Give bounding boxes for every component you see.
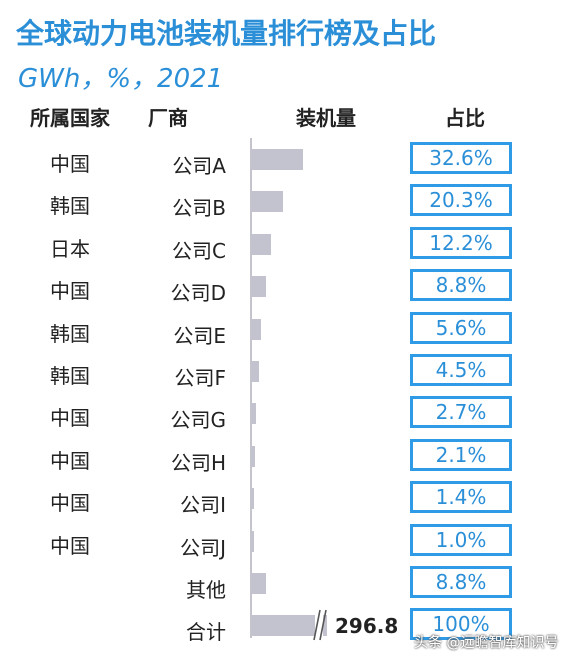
country-label: 中国 bbox=[50, 152, 90, 176]
share-value-box: 1.0% bbox=[410, 523, 512, 556]
share-value-box: 5.6% bbox=[410, 311, 512, 344]
country-label: 中国 bbox=[50, 448, 90, 473]
chart-subtitle: GWh，%，2021 bbox=[18, 64, 224, 94]
volume-bar bbox=[252, 403, 257, 425]
volume-bar bbox=[252, 530, 254, 552]
volume-bar bbox=[252, 445, 256, 467]
share-value-box: 2.7% bbox=[410, 396, 512, 429]
total-bar bbox=[252, 615, 327, 637]
maker-label: 公司A bbox=[172, 154, 226, 178]
maker-label: 公司D bbox=[170, 281, 226, 306]
share-value-box: 20.3% bbox=[410, 184, 512, 217]
volume-bar bbox=[252, 573, 266, 594]
header-maker: 厂商 bbox=[148, 106, 188, 130]
country-label: 韩国 bbox=[50, 321, 90, 346]
maker-label: 公司B bbox=[172, 196, 226, 221]
axis-break-icon bbox=[313, 608, 327, 643]
watermark: 头条 @远瞻智库知识号 bbox=[414, 635, 559, 651]
header-volume: 装机量 bbox=[296, 106, 356, 130]
header-country: 所属国家 bbox=[30, 106, 110, 130]
share-value-box: 8.8% bbox=[410, 269, 512, 302]
volume-bar bbox=[252, 488, 255, 510]
maker-label: 合计 bbox=[186, 620, 226, 645]
maker-label: 公司G bbox=[170, 408, 227, 433]
maker-label: 公司E bbox=[173, 323, 226, 348]
country-label: 中国 bbox=[50, 406, 90, 431]
share-value-box: 1.4% bbox=[410, 481, 512, 514]
maker-label: 公司C bbox=[172, 238, 226, 263]
header-share: 占比 bbox=[445, 106, 485, 130]
country-label: 中国 bbox=[50, 491, 90, 516]
maker-label: 公司F bbox=[174, 366, 226, 390]
share-value-box: 100% bbox=[410, 608, 512, 641]
volume-bar bbox=[252, 318, 261, 340]
bar-axis-line bbox=[250, 138, 252, 638]
share-value-box: 32.6% bbox=[410, 142, 512, 174]
volume-bar bbox=[252, 361, 259, 382]
maker-label: 其他 bbox=[186, 578, 226, 602]
chart-title: 全球动力电池装机量排行榜及占比 bbox=[16, 17, 437, 50]
country-label: 韩国 bbox=[50, 364, 90, 388]
volume-bar bbox=[252, 191, 284, 213]
share-value-box: 2.1% bbox=[410, 438, 512, 471]
volume-bar bbox=[252, 233, 271, 255]
maker-label: 公司I bbox=[180, 493, 226, 518]
maker-label: 公司J bbox=[180, 535, 226, 560]
country-label: 韩国 bbox=[50, 194, 90, 219]
maker-label: 公司H bbox=[170, 450, 226, 475]
share-value-box: 8.8% bbox=[410, 566, 512, 598]
total-volume-label: 296.8 bbox=[335, 614, 399, 639]
country-label: 中国 bbox=[50, 533, 90, 558]
volume-bar bbox=[252, 276, 266, 298]
share-value-box: 12.2% bbox=[410, 226, 512, 259]
country-label: 中国 bbox=[50, 279, 90, 304]
country-label: 日本 bbox=[50, 236, 90, 261]
share-value-box: 4.5% bbox=[410, 354, 512, 386]
volume-bar bbox=[252, 149, 303, 170]
